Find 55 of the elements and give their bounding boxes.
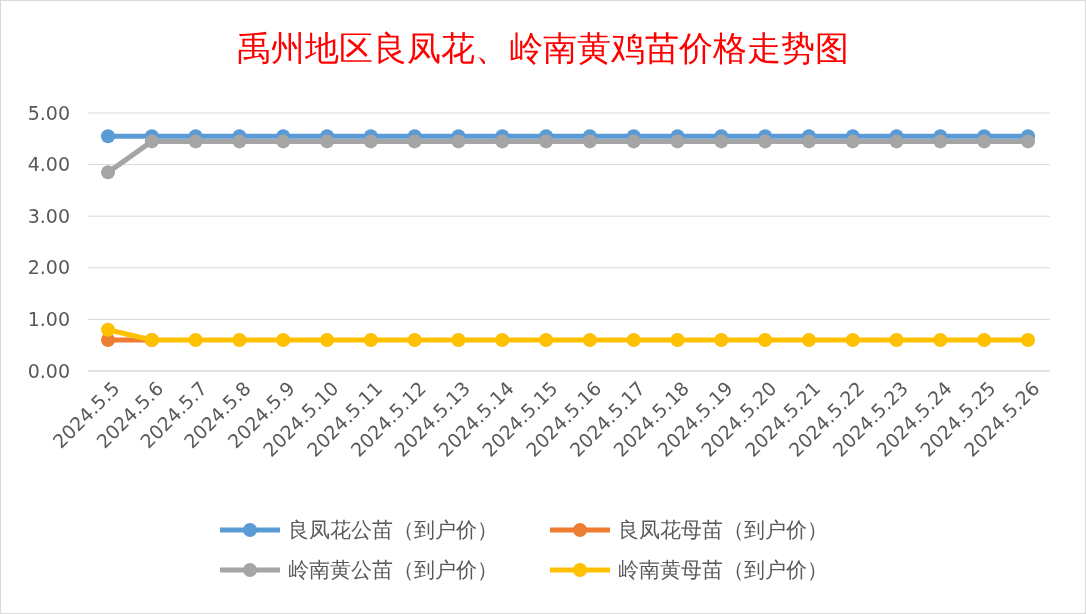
point [670, 134, 685, 149]
point [101, 322, 115, 337]
point [495, 134, 510, 149]
point [232, 134, 247, 149]
point [276, 333, 291, 348]
chart-title: 禹州地区良凤花、岭南黄鸡苗价格走势图 [237, 28, 849, 68]
point [539, 333, 554, 348]
point [670, 333, 685, 348]
point [801, 134, 816, 149]
legend-label: 岭南黄公苗（到户价） [288, 558, 498, 583]
legend-label: 岭南黄母苗（到户价） [618, 558, 828, 583]
point [582, 134, 597, 149]
y-tick-label: 0.00 [27, 359, 70, 382]
point [845, 333, 860, 348]
point [714, 134, 729, 149]
y-tick-label: 4.00 [27, 153, 70, 176]
y-tick-label: 1.00 [27, 308, 70, 331]
point [714, 333, 729, 348]
point [626, 134, 641, 149]
point [933, 134, 948, 149]
point [144, 134, 159, 149]
point [363, 134, 378, 149]
point [758, 333, 773, 348]
point [1021, 134, 1035, 149]
point [407, 134, 422, 149]
point [451, 333, 466, 348]
y-tick-label: 3.00 [27, 204, 70, 227]
point [582, 333, 597, 348]
point [539, 134, 554, 149]
point [276, 134, 291, 149]
point [188, 333, 203, 348]
point [320, 134, 335, 149]
point [845, 134, 860, 149]
point [363, 333, 378, 348]
point [451, 134, 466, 149]
point [188, 134, 203, 149]
point [1021, 333, 1035, 348]
point [626, 333, 641, 348]
point [977, 333, 992, 348]
point [407, 333, 422, 348]
point [801, 333, 816, 348]
point [977, 134, 992, 149]
legend-label: 良凤花母苗（到户价） [618, 518, 828, 543]
point [101, 129, 115, 144]
point [933, 333, 948, 348]
point [889, 134, 904, 149]
point [232, 333, 247, 348]
y-tick-label: 2.00 [27, 256, 70, 279]
point [758, 134, 773, 149]
legend-label: 良凤花公苗（到户价） [288, 518, 498, 543]
y-tick-label: 5.00 [27, 101, 70, 124]
point [495, 333, 510, 348]
point [889, 333, 904, 348]
point [101, 165, 115, 180]
point [320, 333, 335, 348]
